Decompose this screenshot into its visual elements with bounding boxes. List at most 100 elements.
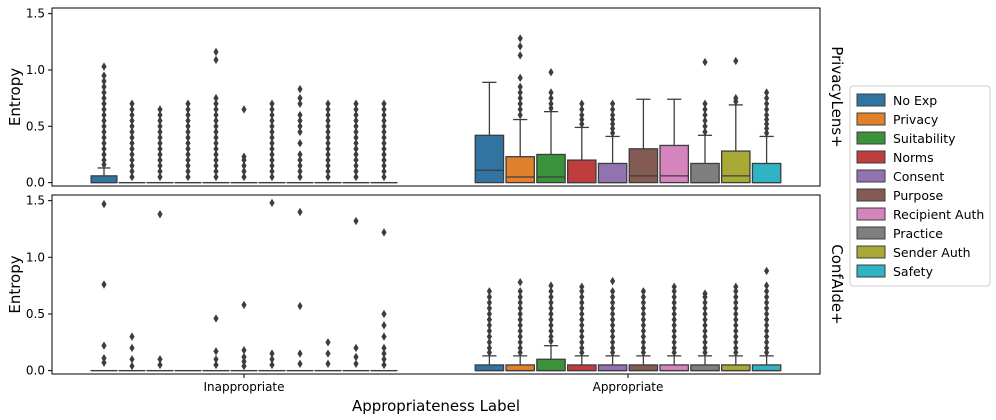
outlier-point [325,167,331,176]
outlier-point [241,167,247,176]
outlier-point [325,349,331,358]
outlier-point [129,161,135,170]
outlier-point [101,99,107,108]
outlier-point [702,321,708,330]
outlier-point [213,347,219,356]
outlier-point [297,150,303,159]
outlier-point [101,88,107,97]
outlier-point [702,116,708,125]
box-consent [342,99,370,184]
outlier-point [517,99,523,108]
outlier-point [129,361,135,371]
outlier-point [579,115,585,124]
outlier-point [297,207,303,217]
outlier-point [269,150,275,159]
outlier-point [353,359,359,369]
outlier-point [101,77,107,86]
box-body [628,364,659,372]
legend-label: Privacy [893,112,939,127]
box-body [720,364,751,372]
box-body [659,144,690,184]
y-axis-title: Entropy [6,255,24,313]
legend-label: Safety [893,264,934,279]
outlier-point [640,348,646,357]
outlier-point [157,116,163,125]
outlier-point [610,128,616,138]
outlier-point [101,110,107,120]
facet-panel-confaide: 0.0 0.5 1.0 1.5 Entropy ConfAIde+ Inappropriat… [6,194,846,394]
outlier-point [241,361,247,371]
outlier-point [101,122,107,131]
outlier-point [764,298,770,307]
outlier-point [579,298,585,307]
outlier-point [579,282,585,291]
outlier-point [129,99,135,108]
outlier-point [733,321,739,330]
outlier-point [702,326,708,336]
outlier-point [129,122,135,131]
outlier-point [185,110,191,120]
outlier-point [381,360,387,370]
outlier-point [297,122,303,131]
outlier-point [610,343,616,353]
outlier-point [269,105,275,114]
outlier-point [381,355,387,364]
outlier-point [269,133,275,142]
box-safety [370,228,398,372]
outlier-point [101,199,107,209]
outlier-point [579,287,585,296]
outlier-point [101,138,107,148]
outlier-point [702,122,708,131]
legend-swatch [856,207,886,221]
box-suitability [146,210,174,372]
box-privacy [505,34,536,184]
outlier-point [297,110,303,120]
outlier-point [325,133,331,142]
legend-label: Sender Auth [893,245,971,260]
outlier-point [101,71,107,80]
outlier-point [610,315,616,324]
outlier-point [353,110,359,120]
outlier-point [185,133,191,142]
box-purpose [230,300,258,372]
legend-entry: Norms [856,150,934,165]
box-no-exp [474,81,505,184]
outlier-point [517,348,523,357]
outlier-point [548,326,554,336]
legend-swatch [856,169,886,183]
outlier-point [764,326,770,336]
outlier-point [640,287,646,296]
outlier-point [269,122,275,131]
box-sender-auth [314,338,342,372]
outlier-point [517,93,523,103]
outlier-point [325,105,331,114]
outlier-point [129,105,135,114]
outlier-point [297,155,303,165]
box-body [505,364,536,372]
box-suitability [536,68,566,184]
outlier-point [610,99,616,108]
outlier-point [325,359,331,369]
outlier-point [548,292,554,302]
outlier-point [297,99,303,108]
box-body [505,156,536,184]
outlier-point [517,338,523,347]
outlier-point [702,99,708,108]
outlier-point [764,338,770,347]
outlier-point [213,110,219,120]
outlier-point [548,68,554,77]
outlier-point [297,359,303,369]
outlier-point [671,292,677,302]
outlier-point [129,332,135,341]
outlier-point [185,150,191,159]
outlier-point [733,326,739,336]
outlier-point [733,315,739,324]
outlier-point [353,133,359,142]
box-consent [202,314,230,372]
outlier-point [325,127,331,137]
outlier-point [579,292,585,302]
x-tick-label: Inappropriate [203,380,284,394]
outlier-point [157,161,163,170]
outlier-point [733,304,739,313]
